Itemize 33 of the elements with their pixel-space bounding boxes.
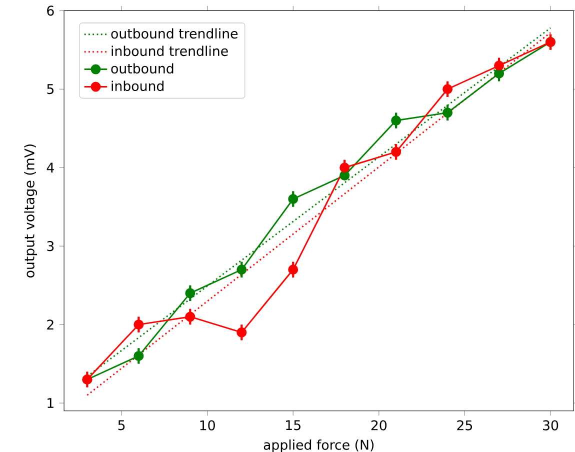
point bbox=[391, 146, 402, 157]
x-tick-label: 10 bbox=[200, 420, 215, 430]
y-tick-label: 1 bbox=[48, 398, 54, 408]
y-axis-title: output voltage (mV) bbox=[24, 144, 38, 278]
y-tick-label: 5 bbox=[47, 84, 54, 94]
point bbox=[236, 264, 247, 275]
point bbox=[288, 194, 298, 204]
point bbox=[185, 288, 196, 298]
point bbox=[340, 162, 350, 172]
x-tick-label: 15 bbox=[286, 420, 300, 430]
x-tick-label: 20 bbox=[371, 420, 387, 430]
point bbox=[236, 327, 247, 338]
point bbox=[185, 312, 196, 322]
point bbox=[442, 108, 453, 118]
y-tick-label: 4 bbox=[46, 162, 54, 172]
y-tick-label: 3 bbox=[47, 240, 54, 252]
point bbox=[288, 264, 298, 275]
point bbox=[494, 60, 504, 70]
x-tick-label: 25 bbox=[457, 420, 472, 430]
y-tick-label: 6 bbox=[47, 5, 54, 16]
legend-label: outbound trendline bbox=[111, 28, 238, 38]
point bbox=[442, 84, 453, 94]
y-tick-label: 2 bbox=[47, 319, 54, 330]
x-axis-title: applied force (N) bbox=[264, 439, 374, 452]
point bbox=[340, 170, 350, 180]
legend-label: inbound trendline bbox=[112, 46, 228, 56]
x-tick-label: 30 bbox=[543, 420, 558, 430]
point bbox=[134, 319, 144, 330]
legend-label: outbound bbox=[111, 63, 174, 74]
legend-label: inbound bbox=[112, 80, 164, 91]
point bbox=[391, 115, 402, 126]
point bbox=[134, 350, 144, 361]
x-tick-label: 5 bbox=[118, 420, 125, 430]
